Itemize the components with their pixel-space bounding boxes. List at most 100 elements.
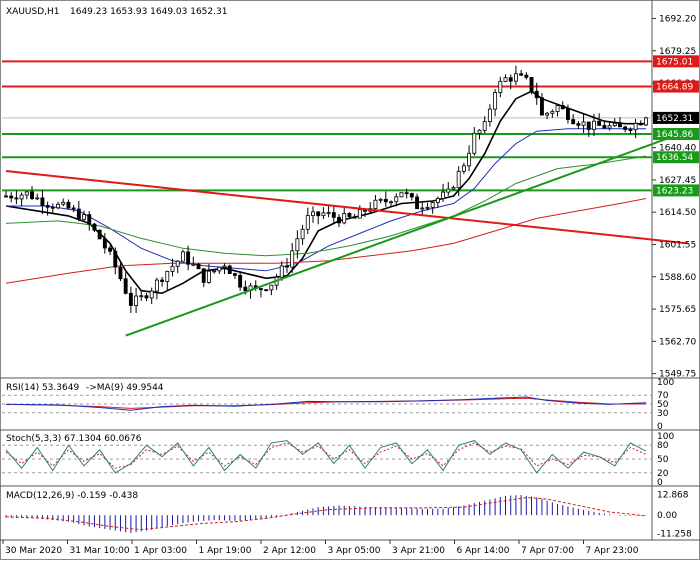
time-tick-label: 7 Apr 23:00 [586, 546, 639, 556]
indicator-tick-label: 0 [657, 478, 663, 488]
candle-body [446, 188, 451, 193]
candle-body [644, 117, 648, 126]
moving-average-line [5, 155, 647, 257]
trendline [5, 170, 688, 245]
price-tag [653, 55, 699, 68]
candle-body [300, 228, 305, 240]
candle-body [566, 108, 570, 120]
candle-body [534, 90, 539, 99]
price-axis: 1692.201679.251666.301653.351640.401627.… [652, 14, 699, 539]
candle-body [586, 121, 591, 130]
time-tick-label: 6 Apr 14:00 [457, 546, 510, 556]
candle-body [357, 209, 362, 219]
candle-body [56, 203, 60, 209]
price-tag [653, 128, 699, 141]
candle-body [35, 197, 40, 200]
candle-body [467, 152, 472, 167]
candle-body [383, 198, 388, 203]
candle-body [352, 216, 357, 219]
candle-body [4, 195, 8, 198]
candle-body [14, 197, 19, 200]
time-axis: 30 Mar 2020 31 Mar 10:00 1 Apr 03:00 1 Apr … [2, 540, 639, 556]
candle-body [134, 295, 139, 306]
horizontal-levels [2, 60, 652, 192]
candle-body [238, 274, 243, 288]
candle-body [212, 270, 217, 273]
candle-body [71, 207, 76, 210]
price-tag-label: 1645.86 [656, 130, 693, 140]
indicator-tick-label: 50 [657, 455, 669, 465]
candle-body [451, 187, 456, 190]
price-tick-label: 1692.20 [659, 14, 696, 24]
candle-body [45, 205, 50, 208]
stoch-label: Stoch(5,3,3) 67.1304 60.0676 [6, 434, 142, 444]
candle-body [373, 199, 378, 210]
candle-body [581, 121, 586, 126]
candle-body [539, 97, 544, 116]
price-tick-label: 1575.65 [659, 305, 696, 315]
candle-body [186, 251, 191, 265]
candle-body [487, 108, 492, 122]
candle-body [108, 247, 113, 252]
indicator-tick-label: -11.258 [657, 529, 692, 539]
candle-body [285, 265, 289, 268]
price-tick-label: 1549.75 [659, 370, 696, 380]
candle-body [82, 214, 86, 220]
candle-body [638, 122, 643, 126]
candle-body [311, 211, 315, 216]
candle-body [50, 206, 55, 209]
candle-body [607, 125, 612, 129]
candle-body [571, 119, 576, 125]
candle-body [425, 206, 430, 209]
moving-average-line [5, 198, 647, 284]
candle-body [633, 122, 638, 131]
price-tick-label: 1601.55 [659, 240, 696, 250]
candle-body [24, 191, 29, 196]
price-tag-label: 1675.01 [656, 57, 693, 67]
candle-body [118, 266, 123, 280]
candle-body [180, 251, 185, 262]
candle-body [30, 191, 34, 200]
candle-body [550, 111, 555, 114]
candle-body [404, 192, 409, 195]
macd-label: MACD(12,26,9) -0.159 -0.438 [6, 491, 138, 501]
current-price-tag-label: 1652.31 [656, 114, 693, 124]
indicator-tick-label: 70 [657, 391, 669, 401]
candle-body [269, 284, 274, 291]
price-tag-label: 1664.89 [656, 83, 693, 93]
candle-body [279, 265, 284, 278]
candle-body [420, 207, 425, 210]
candle-body [76, 208, 81, 220]
candle-body [295, 238, 300, 252]
candle-body [337, 216, 341, 224]
time-tick-label: 30 Mar 2020 [5, 546, 62, 556]
indicator-tick-label: 12.868 [657, 490, 689, 500]
candle-body [331, 212, 336, 218]
time-tick-label: 31 Mar 10:00 [70, 546, 130, 556]
candle-body [102, 238, 107, 249]
candle-body [519, 73, 524, 76]
indicator-panes [2, 394, 652, 533]
candle-body [217, 266, 222, 272]
price-tick-label: 1562.70 [659, 337, 696, 347]
candle-body [602, 125, 607, 129]
candle-body [227, 265, 232, 274]
candle-body [409, 193, 414, 198]
trendlines [5, 130, 688, 337]
candle-body [222, 265, 227, 268]
candle-body [545, 112, 550, 116]
candle-body [40, 197, 45, 206]
chart-header-symbol: XAUUSD,H1 [6, 7, 60, 17]
price-tick-label: 1679.25 [659, 47, 696, 57]
candle-body [482, 121, 487, 131]
candle-body [430, 202, 435, 208]
candle-body [461, 165, 466, 172]
candle-body [87, 214, 92, 225]
current-price-tag [653, 111, 699, 124]
candle-body [529, 77, 534, 92]
candle-body [628, 129, 633, 131]
candle-body [513, 73, 518, 82]
